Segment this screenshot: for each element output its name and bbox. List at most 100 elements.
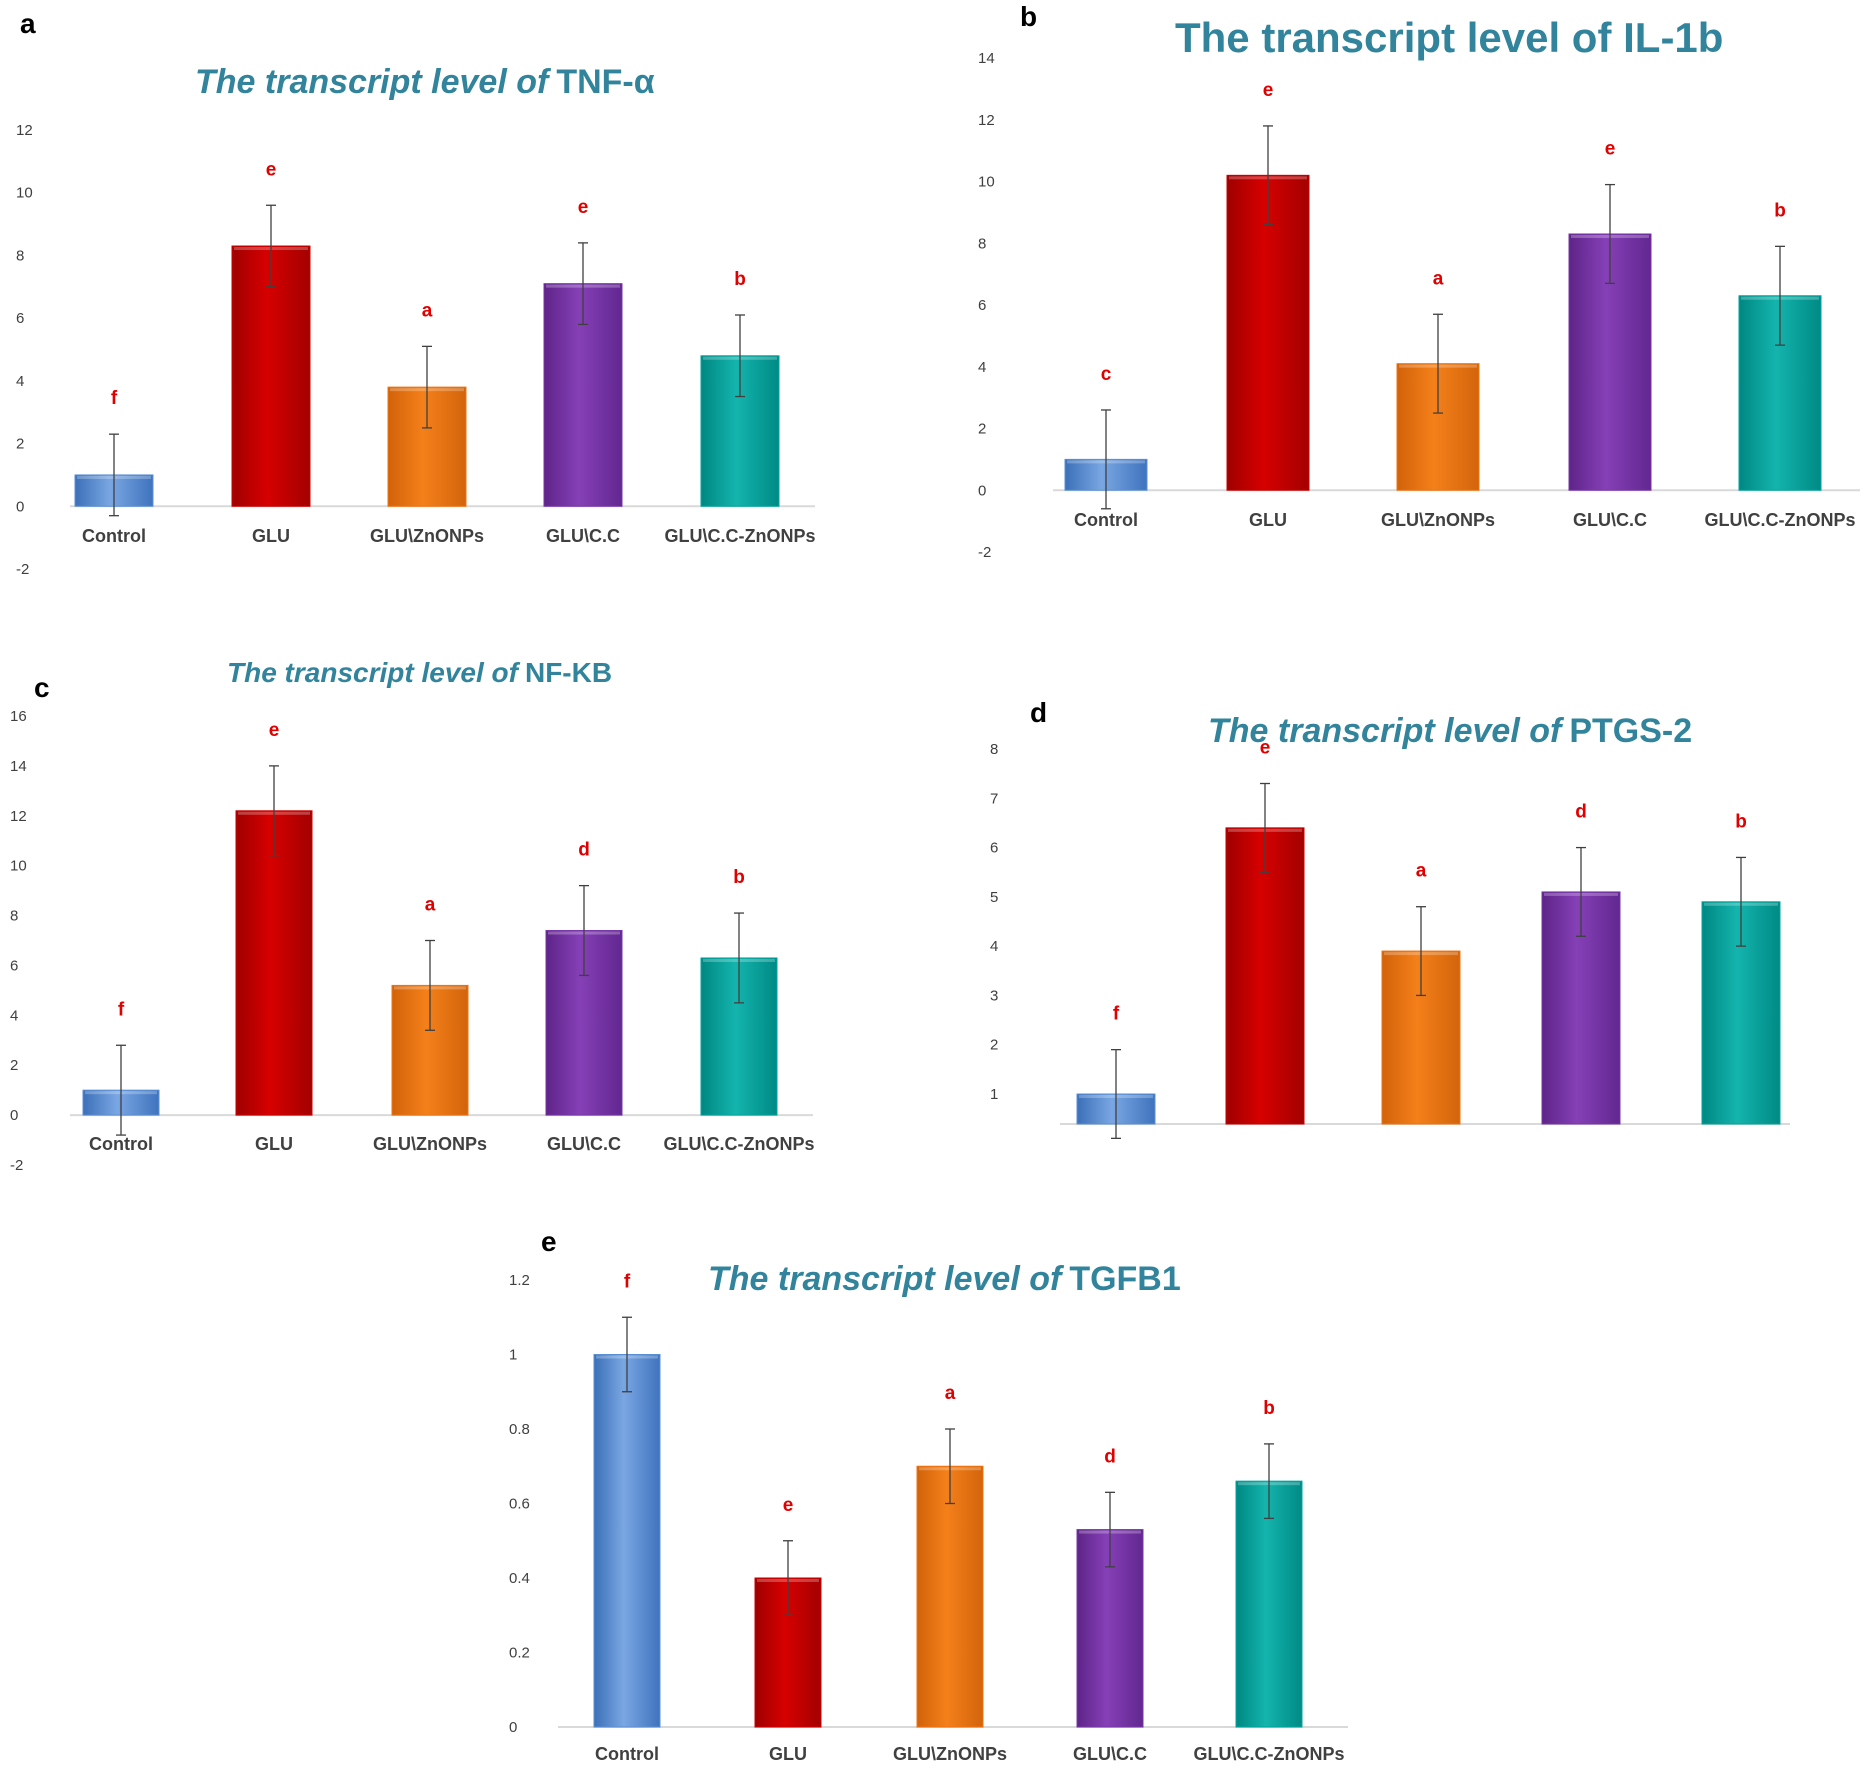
significance-letter: d [578,840,590,861]
y-tick-label: 1 [509,1347,517,1364]
significance-letter: b [1774,200,1786,221]
x-tick-label: Control [89,1134,153,1154]
y-tick-label: 3 [990,987,998,1004]
y-tick-label: 10 [16,185,33,202]
y-tick-label: 14 [978,50,995,67]
panel-letter: b [1020,1,1037,32]
panel-c-nf-kb-chart: c The transcript level of NF-KB -2 0 2 4 6 8 10… [10,657,815,1174]
y-tick-label: 8 [16,247,24,264]
x-tick-label: GLU\C.C [546,526,620,546]
x-tick-label: GLU\C.C-ZnONPs [1705,510,1856,530]
y-tick-label: -2 [978,544,991,561]
plot-area: -2 0 2 4 6 8 10 12 14 16 f Control e GLU a GLU\ZnONPs d G… [10,708,815,1174]
x-tick-label: GLU\C.C [1573,510,1647,530]
panel-d-ptgs-2-chart: d The transcript level of PTGS-2 1 2 3 4 5 6 7 8… [990,697,1790,1140]
y-tick-label: -2 [10,1157,23,1174]
x-tick-label: GLU [255,1134,293,1154]
x-tick-label: GLU\C.C-ZnONPs [665,526,816,546]
significance-letter: a [945,1383,956,1404]
y-tick-label: 1 [990,1086,998,1103]
x-tick-label: Control [595,1744,659,1764]
x-tick-label: GLU\ZnONPs [893,1744,1007,1764]
y-tick-label: 4 [10,1007,18,1024]
y-tick-label: 4 [16,373,24,390]
y-tick-label: 0 [978,482,986,499]
chart-title: The transcript level of IL-1b [1175,14,1723,61]
y-tick-label: 12 [10,808,27,825]
panel-e-tgfb1-chart: e The transcript level of TGFB1 0 0.2 0.4 0.… [509,1226,1348,1764]
y-tick-label: 0.8 [509,1421,530,1438]
y-tick-label: 0 [509,1719,517,1736]
significance-letter: d [1575,802,1587,823]
y-tick-label: 2 [990,1037,998,1054]
y-tick-label: 12 [16,122,33,139]
bar-control [593,1354,661,1728]
significance-letter: e [266,159,277,180]
significance-letter: b [734,269,746,290]
y-tick-label: 2 [16,436,24,453]
panel-letter: a [20,8,36,39]
y-tick-label: 0.4 [509,1570,530,1587]
significance-letter: e [783,1495,794,1516]
significance-letter: c [1101,364,1112,385]
y-tick-label: 1.2 [509,1272,530,1289]
y-tick-label: 2 [978,421,986,438]
significance-letter: b [1263,1398,1275,1419]
x-tick-label: Control [1074,510,1138,530]
significance-letter: e [269,720,280,741]
x-tick-label: GLU\C.C-ZnONPs [664,1134,815,1154]
y-tick-label: 12 [978,112,995,129]
y-tick-label: 2 [10,1057,18,1074]
plot-area: 0 0.2 0.4 0.6 0.8 1 1.2 f Control e GLU a GLU\ZnONPs… [509,1271,1348,1764]
y-tick-label: 0 [10,1107,18,1124]
chart-title-gene: NF-KB [525,657,612,688]
bar-glu-znonps [916,1465,984,1728]
bar-glu-c-c-znonps [1235,1480,1303,1728]
panel-letter: e [541,1226,557,1257]
y-tick-label: 7 [990,790,998,807]
chart-title-prefix: The transcript level of [195,63,552,101]
chart-title: The transcript level of TGFB1 [708,1260,1181,1298]
panel-a-tnf-alpha-chart: a The transcript level of TNF-α -2 0 2 4 6 8 10… [16,8,816,578]
y-tick-label: 10 [10,858,27,875]
significance-letter: e [1263,80,1274,101]
y-tick-label: 16 [10,708,27,725]
x-tick-label: GLU [769,1744,807,1764]
y-tick-label: 4 [978,359,986,376]
plot-area: -2 0 2 4 6 8 10 12 14 c Control e GLU a GLU\ZnONPs e GLU… [978,50,1860,561]
x-tick-label: Control [82,526,146,546]
significance-letter: d [1104,1446,1116,1467]
significance-letter: a [425,895,436,916]
y-tick-label: 10 [978,174,995,191]
y-tick-label: 6 [16,310,24,327]
y-tick-label: 6 [10,957,18,974]
plot-area: -2 0 2 4 6 8 10 12 f Control e GLU a GLU\ZnONPs e GLU\C… [16,122,816,578]
y-tick-label: 0.2 [509,1645,530,1662]
y-tick-label: -2 [16,561,29,578]
significance-letter: f [111,388,118,409]
chart-title: The transcript level of NF-KB [227,657,612,688]
y-tick-label: 14 [10,758,27,775]
y-tick-label: 8 [978,235,986,252]
significance-letter: f [1113,1004,1120,1025]
y-tick-label: 0.6 [509,1496,530,1513]
significance-letter: b [1735,811,1747,832]
y-tick-label: 6 [978,297,986,314]
chart-title: The transcript level of TNF-α [195,63,655,101]
significance-letter: a [422,300,433,321]
significance-letter: b [733,867,745,888]
significance-letter: f [118,999,125,1020]
significance-letter: a [1416,861,1427,882]
y-tick-label: 4 [990,938,998,955]
chart-title-gene: PTGS-2 [1569,712,1692,750]
y-tick-label: 8 [10,908,18,925]
panel-letter: d [1030,697,1047,728]
y-tick-label: 5 [990,889,998,906]
chart-title-prefix: The transcript level of IL-1b [1175,14,1723,61]
significance-letter: e [1260,738,1271,759]
bar-glu [1226,174,1310,491]
x-tick-label: GLU\ZnONPs [373,1134,487,1154]
chart-title: The transcript level of PTGS-2 [1208,712,1692,750]
chart-title-gene: TNF-α [556,63,654,101]
